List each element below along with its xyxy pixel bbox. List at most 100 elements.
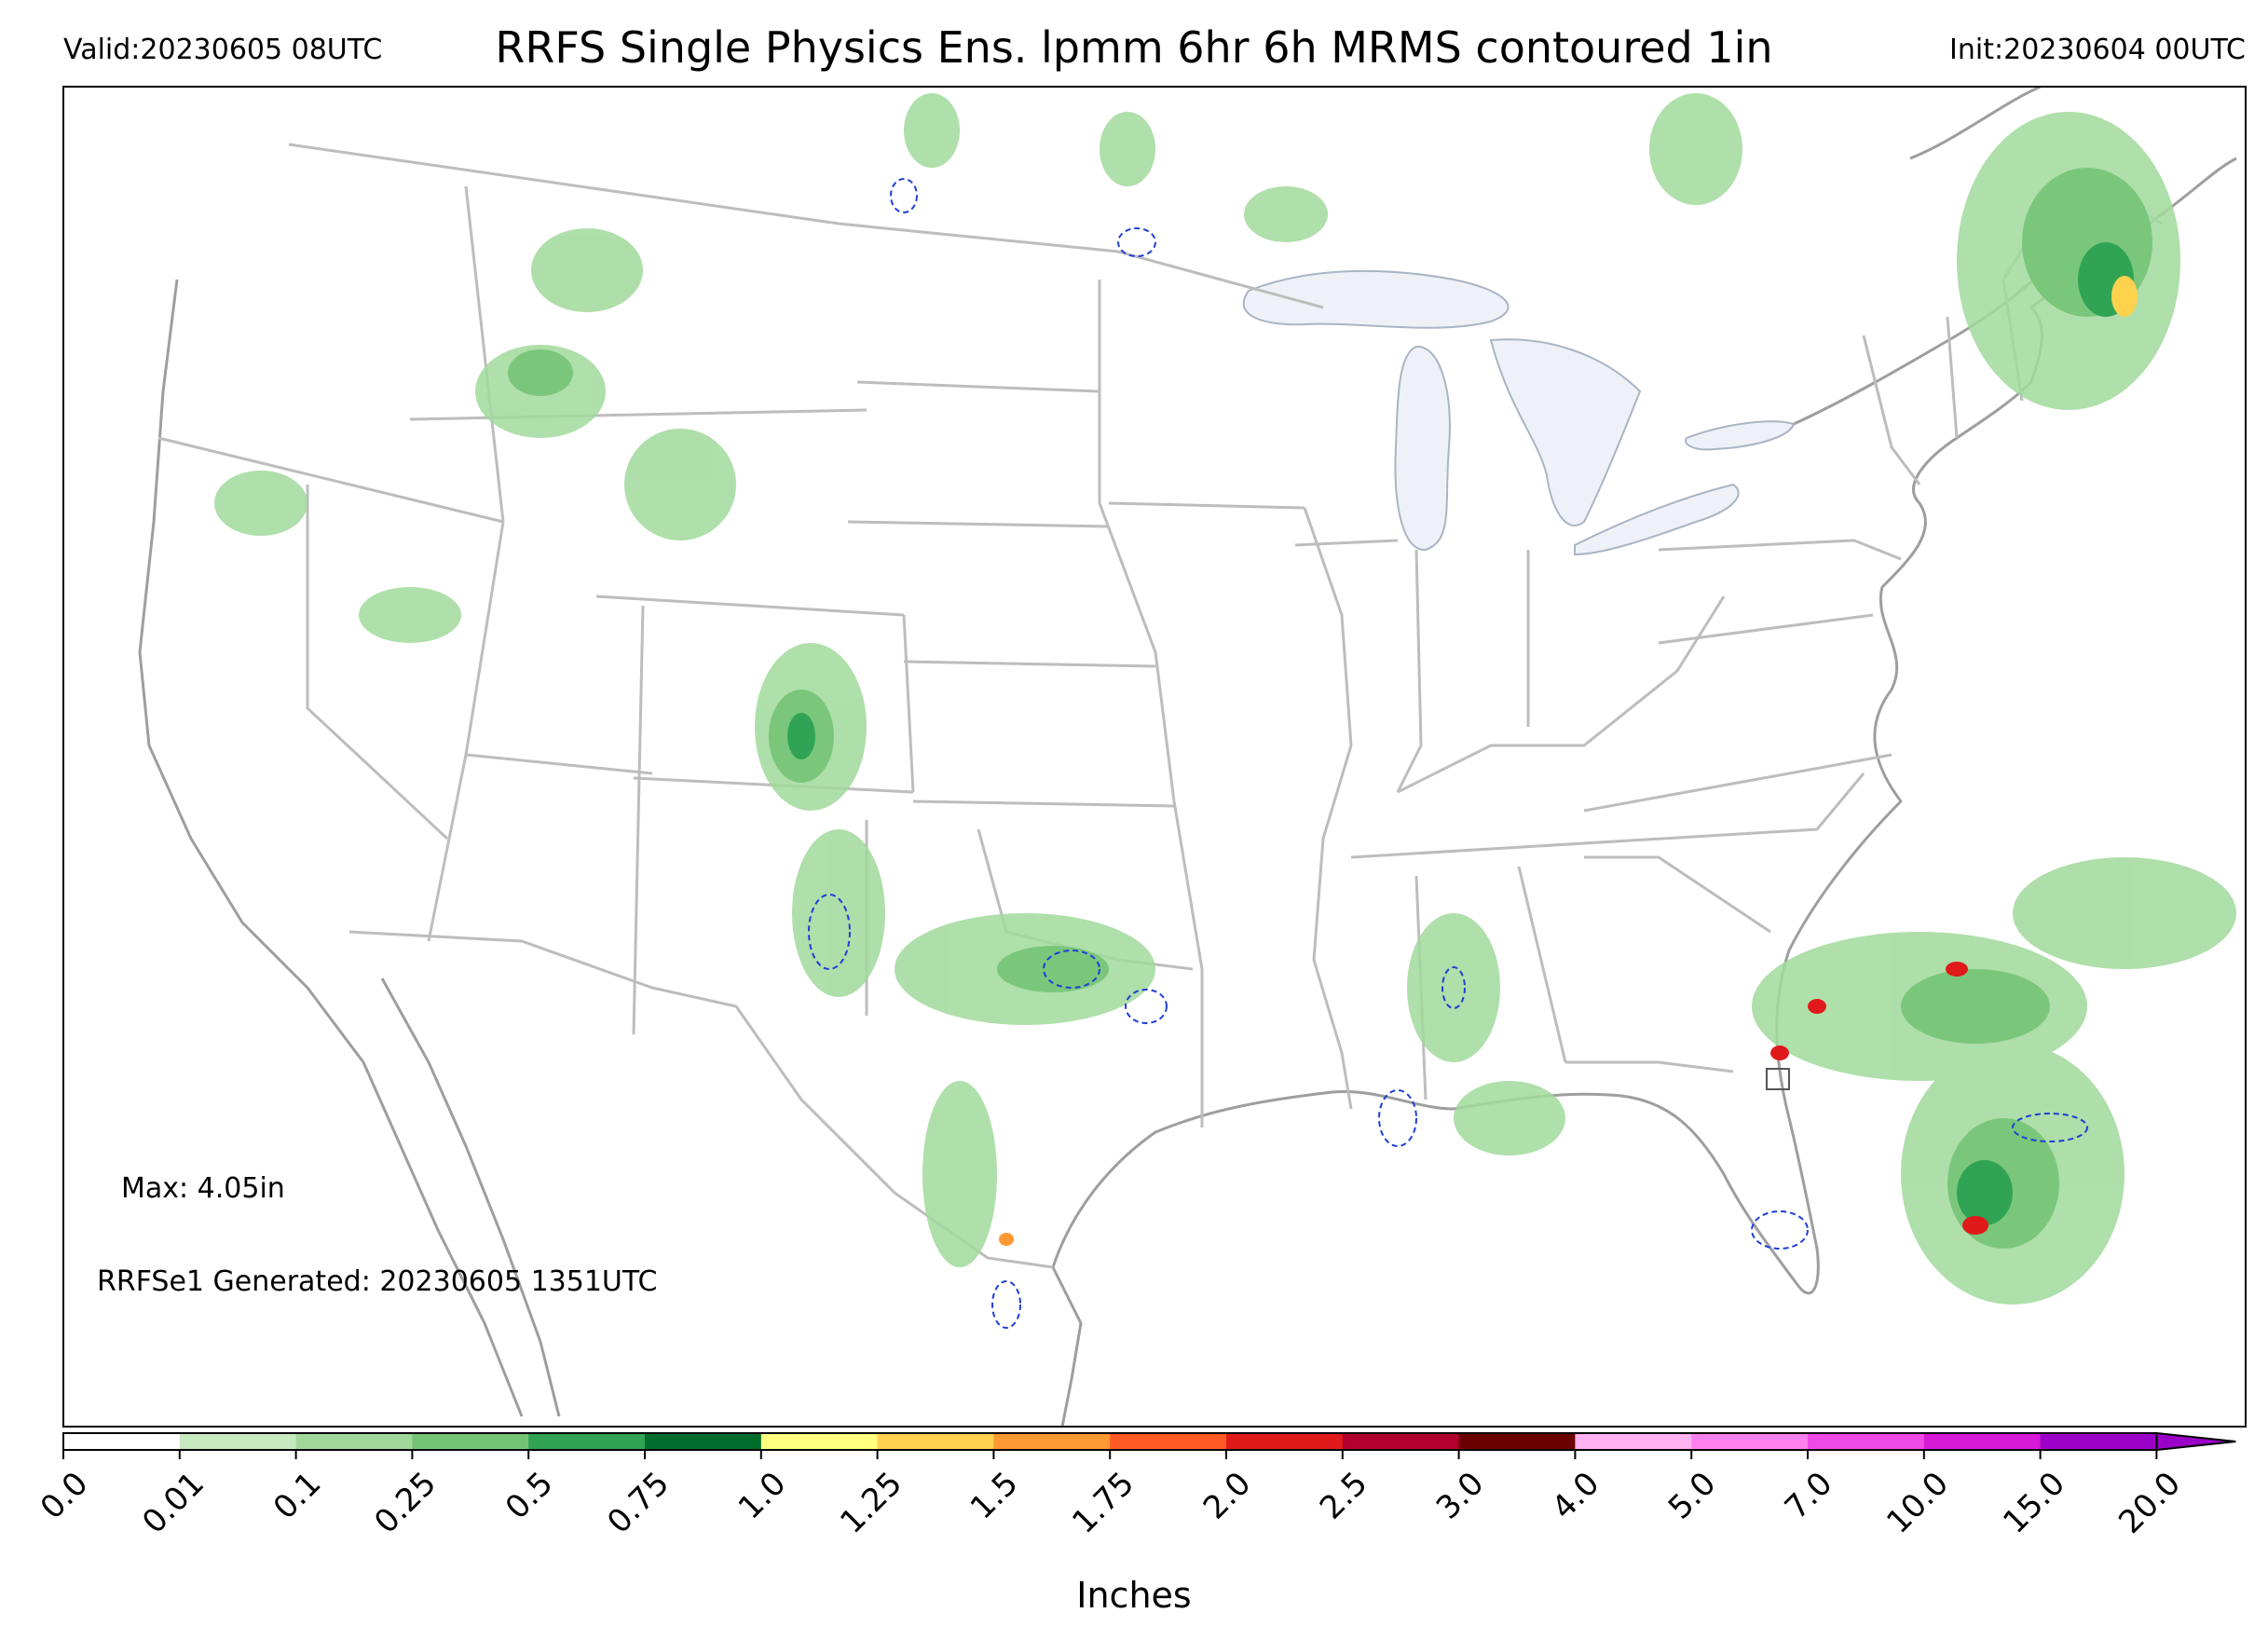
border-ca-nv [306,485,449,840]
colorbar-title: Inches [1076,1575,1192,1616]
colorbar-swatch [993,1433,1111,1450]
border-pa-ny [1658,539,1902,561]
border-pa-south [1658,613,1874,645]
border-wa-or [157,436,504,524]
colorbar [62,1431,2236,1459]
state-boundaries [157,143,2163,1269]
precip-cell [999,1233,1014,1246]
colorbar-swatch [760,1433,879,1450]
mrms-contour [1378,1089,1417,1147]
mrms-1in-contours [808,178,2088,1329]
lake-michigan [1394,345,1451,552]
precip-cell [1407,913,1500,1062]
precip-cell [531,228,643,312]
precip-cell [922,1081,997,1267]
border-wy-co [595,594,905,617]
map-content [138,87,2237,1427]
generated-note: RRFSe1 Generated: 20230605 1351UTC [97,1265,658,1298]
colorbar-swatch [1923,1433,2042,1450]
precip-cell [1957,1160,2013,1225]
precip-cell [508,349,573,396]
border-ohio-river [1397,595,1726,794]
precip-cell [2013,857,2236,969]
colorbar-swatch [1808,1433,1925,1450]
valid-time: Valid:20230605 08UTC [63,34,383,66]
border-ne-ks [903,660,1156,668]
colorbar-swatch [2040,1433,2157,1450]
lake-erie [1574,483,1740,556]
precip-cell [359,587,461,643]
colorbar-swatch [877,1433,994,1450]
mrms-contour [890,178,918,213]
border-nc-sc [1584,855,1771,934]
max-value-note: Max: 4.05in [121,1172,285,1205]
colorbar-swatch [1110,1433,1227,1450]
precip-cell [1649,93,1742,205]
border-sd-ne [847,520,1110,528]
colorbar-swatch [1342,1433,1460,1450]
colorbar-swatch [179,1433,297,1450]
mrms-contour [808,894,851,970]
border-tn-ky [1350,772,1865,859]
gulf-coast [1051,1090,1820,1295]
mrms-contour [2012,1113,2088,1142]
precip-cell [1454,1081,1565,1155]
mrms-contour [1043,950,1100,989]
precip-cell [624,429,736,540]
precip-cell [1808,999,1826,1014]
precip-cell [214,471,307,536]
precip-cell [1901,969,2050,1044]
precip-cell [1100,112,1155,186]
mrms-contour [1751,1210,1809,1250]
canada-north-coast [1909,87,2042,160]
border-ny-new-england [1862,335,1921,485]
border-il-in [1396,549,1423,793]
border-az-nm [632,605,645,1035]
precip-cell [2111,276,2138,317]
colorbar-swatch [1575,1433,1692,1450]
precip-cell [1962,1216,1988,1235]
mexico-gulf-coast [1051,1266,1083,1427]
precip-cell [997,946,1109,992]
border-mississippi-river [1303,507,1353,1110]
colorbar-swatch [1458,1433,1576,1450]
mrms-contour [1441,966,1466,1009]
lake-superior [1242,269,1510,329]
border-wi-il [1294,539,1399,547]
border-ut-az [465,753,653,775]
mrms-contour [991,1280,1021,1329]
colorbar-swatch [645,1433,762,1450]
us-canada-border [288,143,1324,309]
precip-fill [214,93,2236,1305]
colorbar-swatch [412,1433,529,1450]
precip-cell [1244,186,1328,242]
border-plains-east [1098,280,1204,1128]
map-frame [62,86,2247,1428]
border-vt-nh [1946,316,1959,439]
lake-huron [1489,338,1642,526]
border-idaho-east [464,185,505,523]
precip-cell [787,713,815,759]
colorbar-swatch [1226,1433,1344,1450]
great-lakes [1242,269,1796,556]
precip-extreme [999,276,2138,1246]
colorbar-swatch [295,1433,413,1450]
inset-marker-box [1766,1068,1790,1090]
border-mn-ia [1108,501,1305,510]
border-mt-wy [409,408,868,421]
border-al-ga [1517,866,1567,1063]
precip-cell [792,829,885,997]
map-title: RRFS Single Physics Ens. lpmm 6hr 6h MRM… [495,22,1773,73]
mrms-contour [1117,227,1156,257]
lake-ontario [1685,420,1796,451]
colorbar-extend-arrow [2155,1431,2236,1452]
border-nd-sd [856,380,1100,393]
precip-cell [904,93,960,168]
baja-gulf-coast [380,977,561,1417]
border-ks-ok [912,800,1175,808]
colorbar-swatch [63,1433,181,1450]
precip-light [214,93,2236,1305]
precip-cell [1770,1046,1789,1060]
colorbar-swatch [1691,1433,1809,1450]
